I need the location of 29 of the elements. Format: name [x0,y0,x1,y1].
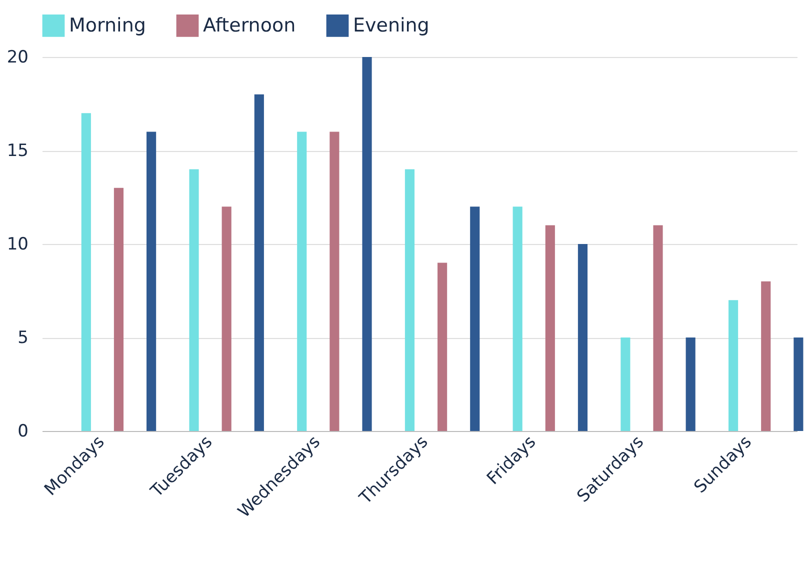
bar [653,225,663,431]
bar [404,169,415,431]
bar [794,338,804,431]
bar [728,300,738,431]
y-tick-label: 0 [18,422,28,442]
y-tick-label: 15 [6,141,28,161]
bar [362,57,372,431]
bar [222,206,232,431]
bar [254,94,264,431]
bar [470,206,480,431]
y-tick-label: 20 [6,48,28,68]
bar [512,206,522,431]
bar [146,132,156,431]
bar [620,338,630,431]
y-tick-label: 5 [18,328,28,348]
bar [438,262,448,431]
bar [297,132,307,431]
y-tick-label: 10 [6,234,28,254]
legend-label: Afternoon [203,14,296,37]
bar [114,188,124,431]
bar [189,169,199,431]
bar [330,132,340,431]
bar [686,338,696,431]
bar [761,281,771,431]
bar [545,225,555,431]
bar [578,244,588,431]
legend-label: Evening [353,14,430,37]
bar [81,113,91,431]
legend-label: Morning [69,14,146,37]
